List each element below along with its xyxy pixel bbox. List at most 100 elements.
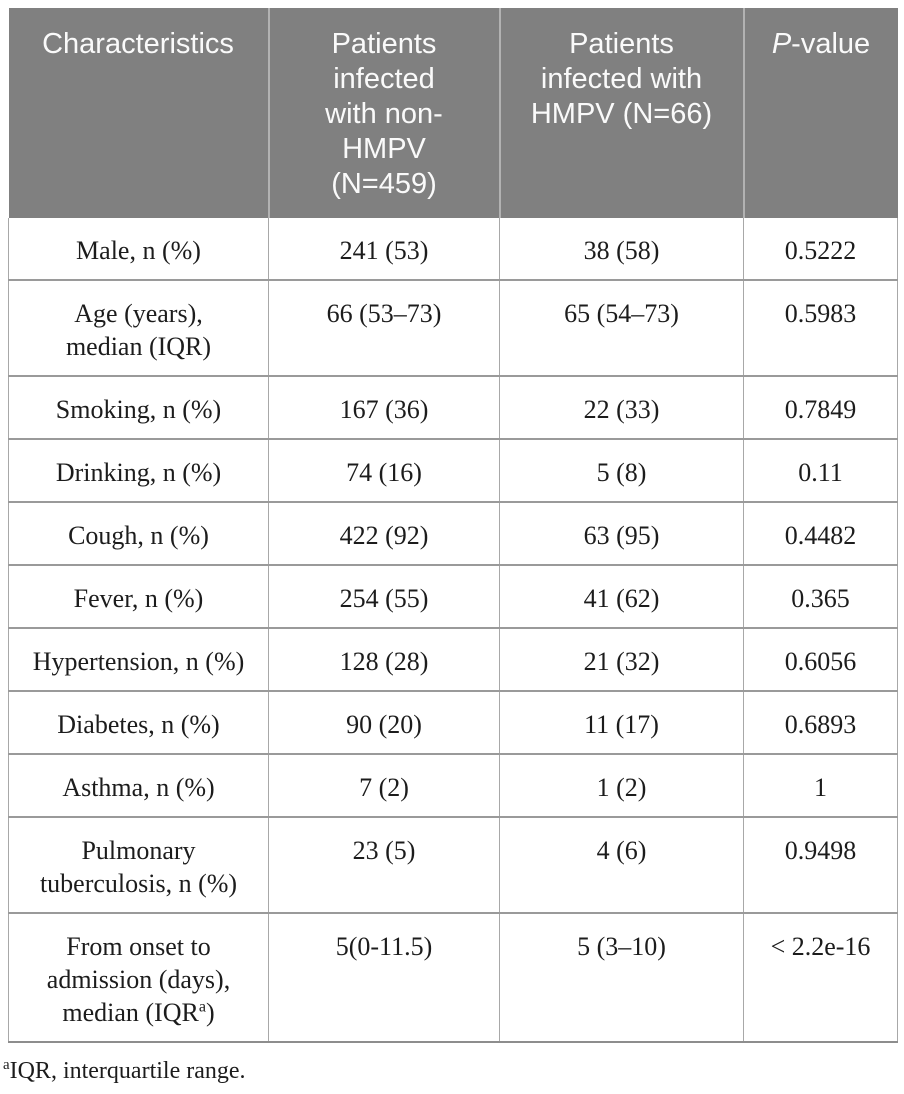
non-hmpv-value-cell-text: 23 (5) [352, 836, 416, 865]
table-body: Male, n (%) 241 (53) 38 (58) 0.5222 Age (yea… [8, 218, 898, 1043]
hmpv-value-cell: 38 (58) [499, 218, 744, 280]
p-value-cell: 0.9498 [743, 816, 898, 913]
non-hmpv-value-cell: 241 (53) [268, 218, 500, 280]
column-header-label: -value [791, 28, 871, 60]
non-hmpv-value-cell: 254 (55) [268, 564, 500, 628]
p-value-cell-text: 0.4482 [784, 521, 857, 550]
table-row-6: Hypertension, n (%) 128 (28) 21 (32) 0.6056 [8, 627, 898, 691]
p-value-cell: 1 [743, 753, 898, 817]
non-hmpv-value-cell-text: 167 (36) [339, 395, 429, 424]
p-value-cell-text: 0.6056 [784, 647, 857, 676]
non-hmpv-value-cell: 90 (20) [268, 690, 500, 754]
row-label-cell-text: Fever, n (%) [73, 584, 204, 613]
hmpv-value-cell-text: 21 (32) [583, 647, 660, 676]
row-label-cell-text: Age (years), median (IQR) [65, 299, 212, 361]
table-header: Characteristics Patients infected with n… [8, 8, 898, 218]
row-label-cell: Age (years), median (IQR) [8, 279, 269, 376]
p-value-cell: 0.4482 [743, 501, 898, 565]
hmpv-value-cell-text: 63 (95) [583, 521, 660, 550]
non-hmpv-value-cell-text: 74 (16) [346, 458, 422, 487]
row-label-cell: Cough, n (%) [8, 501, 269, 565]
non-hmpv-value-cell-text: 66 (53–73) [326, 299, 442, 328]
p-value-cell-text: 0.9498 [784, 836, 857, 865]
hmpv-value-cell-text: 65 (54–73) [564, 299, 679, 328]
p-value-cell-text: 1 [814, 773, 827, 802]
header-row: Characteristics Patients infected with n… [8, 8, 898, 218]
row-label-after-sup: ) [205, 998, 215, 1027]
hmpv-value-cell: 1 (2) [499, 753, 744, 817]
column-header-label: Patients infected with HMPV (N=66) [530, 28, 713, 130]
non-hmpv-value-cell-text: 5(0-11.5) [335, 932, 433, 961]
non-hmpv-value-cell: 74 (16) [268, 438, 500, 502]
non-hmpv-value-cell: 422 (92) [268, 501, 500, 565]
table-row-0: Male, n (%) 241 (53) 38 (58) 0.5222 [8, 218, 898, 280]
non-hmpv-value-cell-text: 90 (20) [346, 710, 422, 739]
p-value-cell: 0.5983 [743, 279, 898, 376]
hmpv-value-cell-text: 38 (58) [583, 236, 660, 265]
p-value-cell: 0.11 [743, 438, 898, 502]
p-value-cell: 0.5222 [743, 218, 898, 280]
column-header-p-value: P-value [742, 8, 898, 218]
row-label-cell-text: Male, n (%) [76, 236, 201, 265]
hmpv-value-cell: 4 (6) [499, 816, 744, 913]
p-value-cell: 0.365 [743, 564, 898, 628]
p-value-cell-text: 0.5983 [784, 299, 857, 328]
hmpv-value-cell-text: 4 (6) [596, 836, 647, 865]
non-hmpv-value-cell: 5(0-11.5) [268, 912, 500, 1043]
row-label-cell: Hypertension, n (%) [8, 627, 269, 691]
row-label-cell-text: Diabetes, n (%) [57, 710, 220, 739]
row-label-cell: Drinking, n (%) [8, 438, 269, 502]
hmpv-value-cell-text: 5 (3–10) [577, 932, 666, 961]
non-hmpv-value-cell: 128 (28) [268, 627, 500, 691]
row-label-cell-text: Pulmonary tuberculosis, n (%) [39, 836, 238, 898]
footnote-marker: a [3, 1057, 10, 1073]
hmpv-value-cell: 11 (17) [499, 690, 744, 754]
footnote: aIQR, interquartile range. [3, 1056, 897, 1086]
non-hmpv-value-cell-text: 254 (55) [339, 584, 429, 613]
row-label-cell: From onset to admission (days), median (… [8, 912, 269, 1043]
non-hmpv-value-cell: 7 (2) [268, 753, 500, 817]
footnote-text: IQR, interquartile range. [9, 1058, 246, 1084]
column-header-non-hmpv: Patients infected with non- HMPV (N=459) [267, 8, 500, 218]
non-hmpv-value-cell-text: 422 (92) [339, 521, 429, 550]
hmpv-value-cell-text: 41 (62) [583, 584, 660, 613]
non-hmpv-value-cell-text: 241 (53) [339, 236, 429, 265]
p-value-cell-text: 0.7849 [784, 395, 857, 424]
p-value-italic-letter: P [771, 28, 792, 60]
table-row-3: Drinking, n (%) 74 (16) 5 (8) 0.11 [8, 438, 898, 502]
hmpv-value-cell-text: 11 (17) [584, 710, 659, 739]
p-value-cell-text: 0.365 [791, 584, 850, 613]
table-row-5: Fever, n (%) 254 (55) 41 (62) 0.365 [8, 564, 898, 628]
hmpv-value-cell: 65 (54–73) [499, 279, 744, 376]
row-label-cell: Diabetes, n (%) [8, 690, 269, 754]
row-label-cell-text: Asthma, n (%) [62, 773, 215, 802]
row-label-cell-text: Hypertension, n (%) [32, 647, 245, 676]
column-header-characteristics: Characteristics [8, 8, 269, 218]
row-label-cell: Male, n (%) [8, 218, 269, 280]
hmpv-value-cell-text: 22 (33) [583, 395, 660, 424]
p-value-cell: 0.6056 [743, 627, 898, 691]
hmpv-value-cell: 22 (33) [499, 375, 744, 439]
row-label-cell: Smoking, n (%) [8, 375, 269, 439]
p-value-cell-text: 0.6893 [784, 710, 857, 739]
non-hmpv-value-cell: 23 (5) [268, 816, 500, 913]
table-row-8: Asthma, n (%) 7 (2) 1 (2) 1 [8, 753, 898, 817]
row-label-cell: Asthma, n (%) [8, 753, 269, 817]
table-row-10: From onset to admission (days), median (… [8, 912, 898, 1043]
row-label-cell-text: Drinking, n (%) [55, 458, 222, 487]
row-label-cell-text: Smoking, n (%) [55, 395, 222, 424]
non-hmpv-value-cell: 66 (53–73) [268, 279, 500, 376]
hmpv-value-cell-text: 1 (2) [596, 773, 647, 802]
hmpv-value-cell: 5 (3–10) [499, 912, 744, 1043]
p-value-cell-text: 0.5222 [784, 236, 857, 265]
row-label-cell-text: From onset to admission (days), median (… [46, 932, 231, 1027]
non-hmpv-value-cell-text: 128 (28) [339, 647, 429, 676]
non-hmpv-value-cell-text: 7 (2) [359, 773, 409, 802]
table-row-2: Smoking, n (%) 167 (36) 22 (33) 0.7849 [8, 375, 898, 439]
row-label-cell-text: Cough, n (%) [68, 521, 209, 550]
table-row-4: Cough, n (%) 422 (92) 63 (95) 0.4482 [8, 501, 898, 565]
column-header-label: Characteristics [42, 28, 234, 60]
non-hmpv-value-cell: 167 (36) [268, 375, 500, 439]
hmpv-value-cell: 5 (8) [499, 438, 744, 502]
